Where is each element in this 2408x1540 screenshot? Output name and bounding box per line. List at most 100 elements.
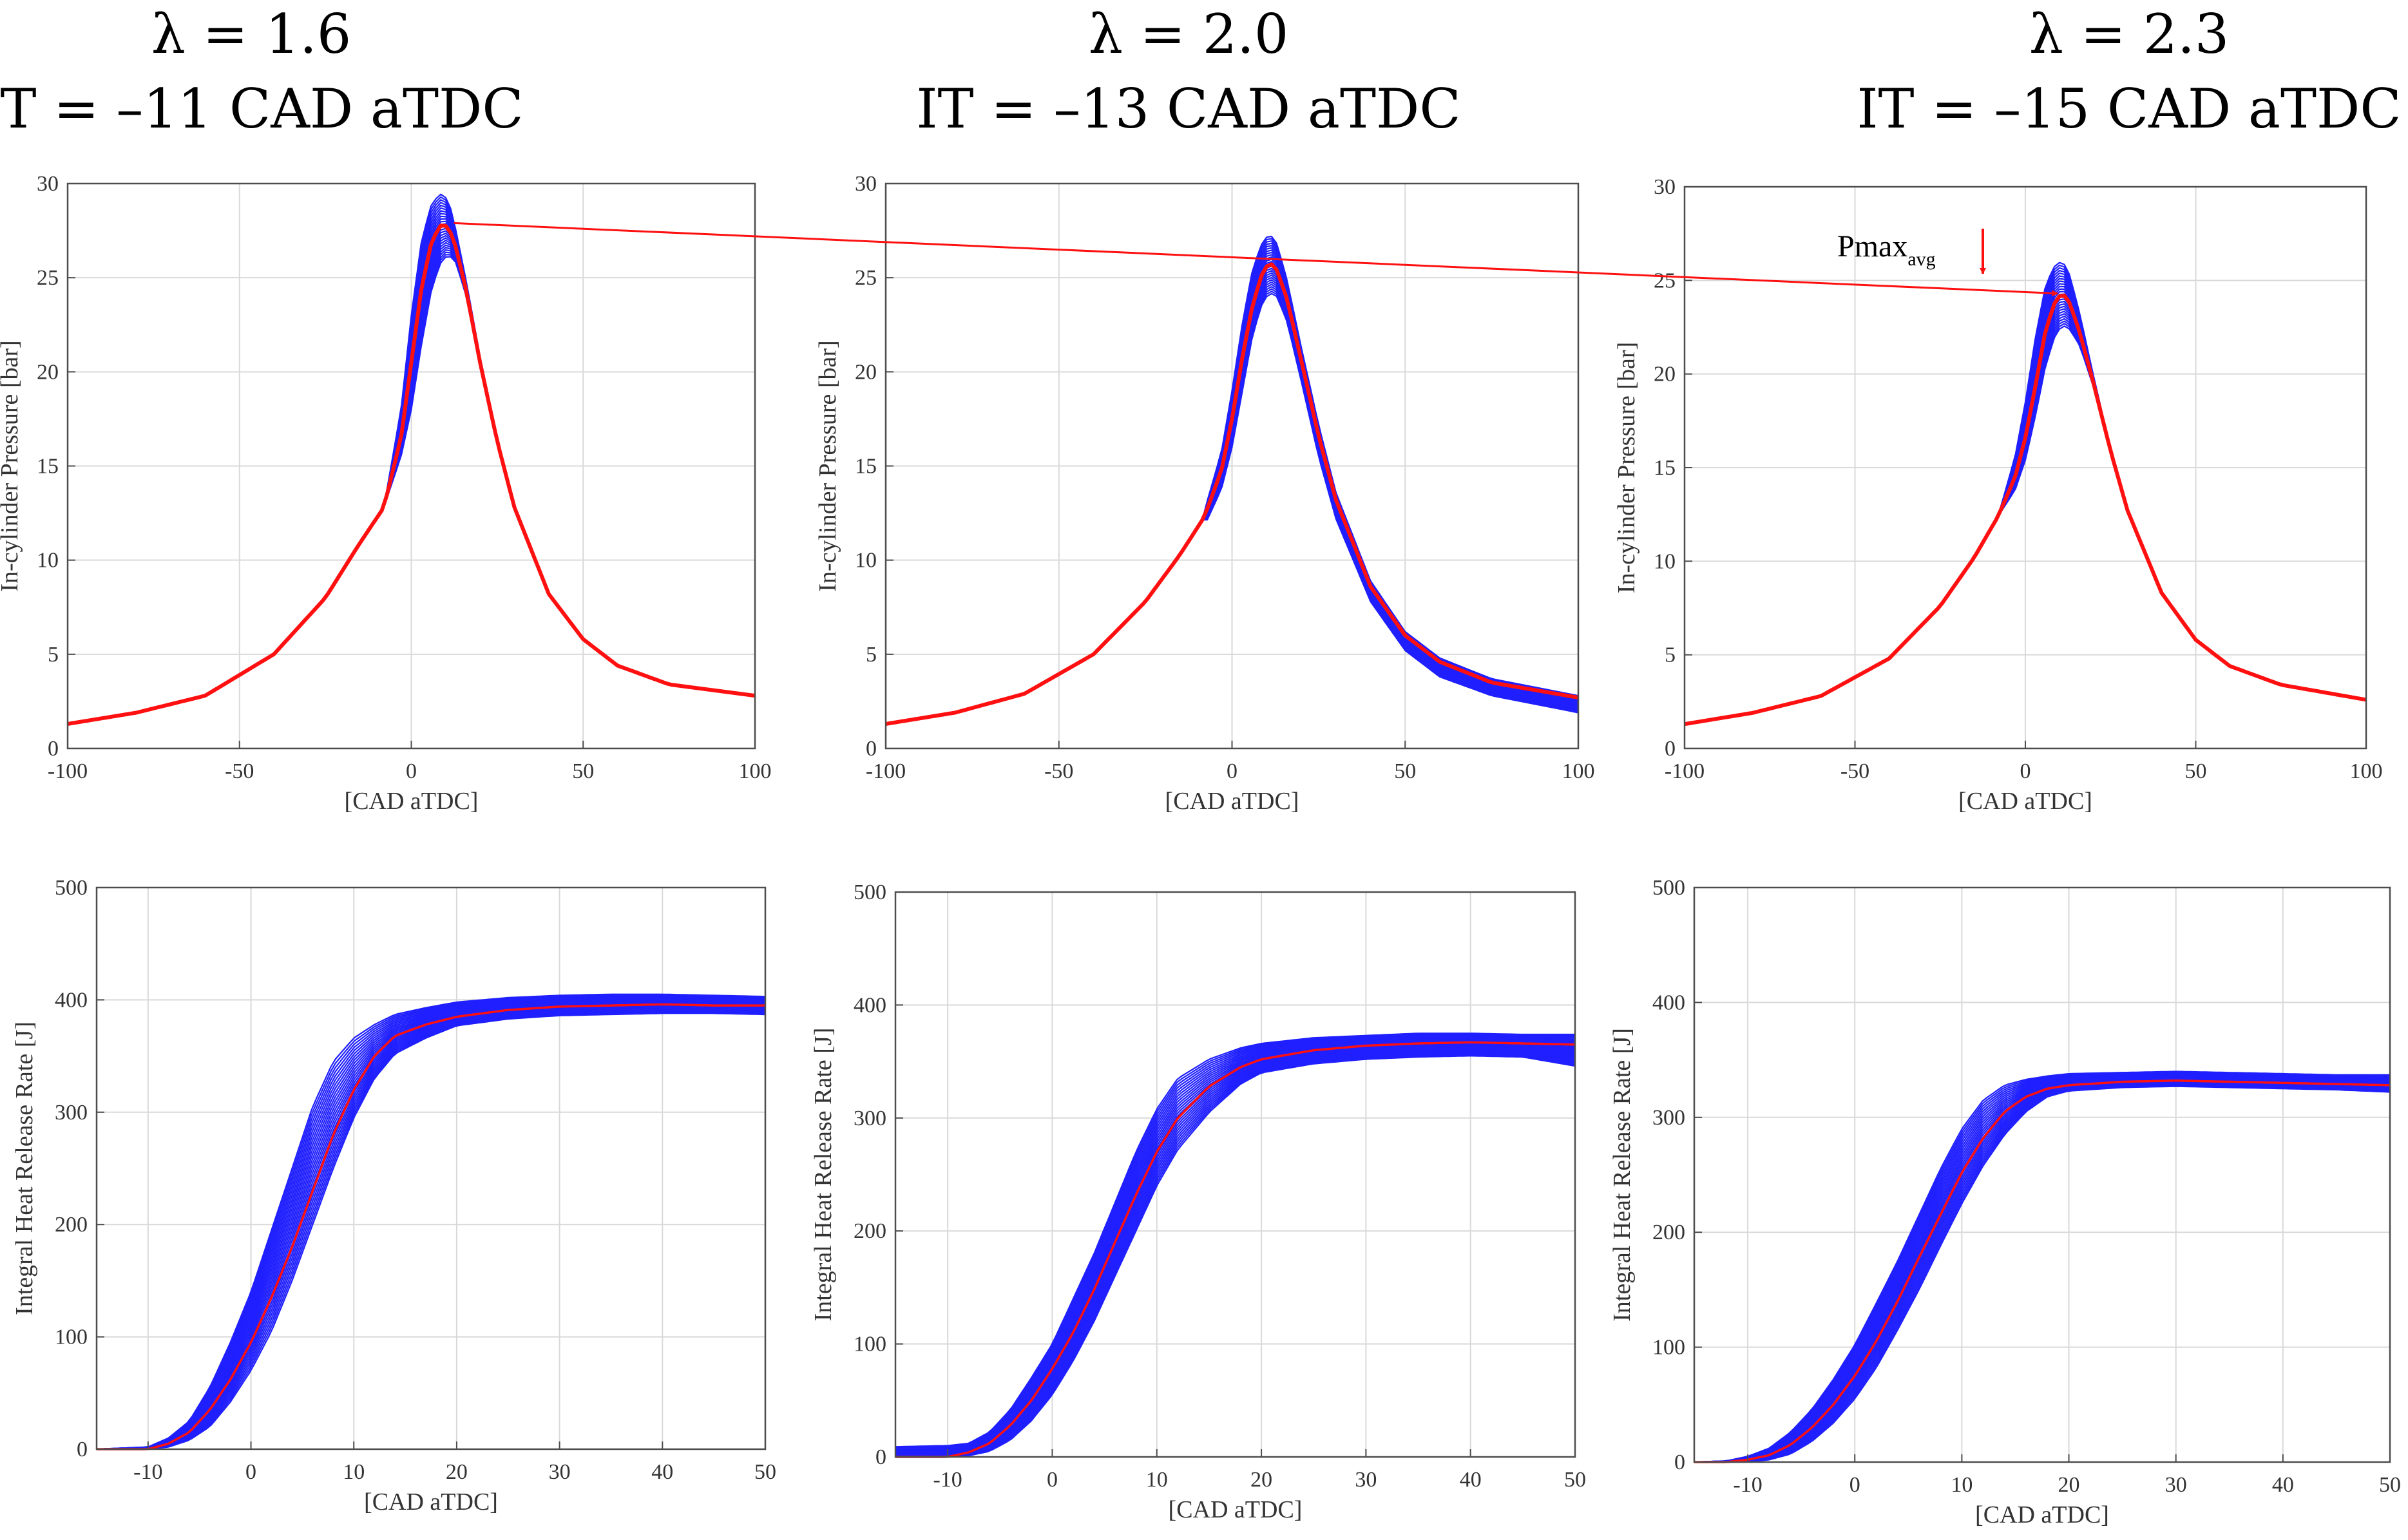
y-tick-label: 0 [1665, 737, 1676, 761]
y-tick-label: 15 [1654, 456, 1676, 480]
x-tick-label: 40 [2272, 1473, 2294, 1497]
pmax-label: Pmaxavg [1837, 229, 1936, 270]
column-heading-1: λ = 1.6 IT = –11 CAD aTDC [0, 3, 524, 140]
x-tick-label: 20 [446, 1460, 468, 1484]
cycle-trace [895, 1051, 1576, 1456]
cycle-trace [895, 1049, 1576, 1455]
cycle-trace [895, 1039, 1576, 1450]
cycle-trace [895, 1032, 1575, 1448]
y-tick-label: 25 [37, 266, 59, 290]
axes-frame [95, 886, 767, 1450]
y-tick-label: 300 [854, 1107, 886, 1130]
y-axis-label: In-cylinder Pressure [bar] [1613, 342, 1640, 593]
plot-area [97, 888, 765, 1449]
x-tick-label: 10 [1146, 1468, 1168, 1492]
x-tick-label: 0 [2020, 759, 2031, 783]
cycle-trace [96, 997, 766, 1450]
y-tick-label: 100 [1652, 1336, 1685, 1360]
x-tick-label: 0 [1849, 1473, 1860, 1497]
cycle-trace [895, 1034, 1576, 1449]
x-tick-label: 100 [739, 759, 772, 783]
x-tick-label: 50 [2379, 1473, 2401, 1497]
cycle-trace [895, 1033, 1576, 1448]
cycle-trace [895, 1040, 1576, 1451]
lambda-label: λ = 1.6 [151, 3, 352, 66]
y-axis-label: Integral Heat Release Rate [J] [11, 1022, 38, 1315]
cycle-trace [96, 998, 766, 1450]
injection-timing-label: IT = –15 CAD aTDC [1857, 77, 2401, 140]
y-tick-label: 100 [55, 1326, 88, 1349]
cycle-trace [96, 1008, 766, 1450]
cycle-trace [96, 993, 766, 1450]
cycle-trace [895, 1038, 1576, 1450]
pmax-trend-arrow [454, 222, 2059, 297]
cycle-trace [895, 1053, 1576, 1457]
y-tick-label: 200 [854, 1219, 886, 1243]
y-tick-label: 0 [77, 1438, 88, 1461]
y-tick-label: 500 [1652, 876, 1685, 900]
x-tick-label: 30 [2165, 1473, 2187, 1497]
x-tick-label: 0 [1227, 759, 1237, 783]
plot-area [1694, 888, 2390, 1462]
cycle-trace [96, 1006, 766, 1450]
cycle-trace [97, 1011, 766, 1450]
lambda-label: λ = 2.0 [1089, 3, 1289, 66]
x-axis-label: [CAD aTDC] [1169, 1496, 1303, 1523]
y-axis-label: Integral Heat Release Rate [J] [810, 1028, 837, 1322]
cycle-trace [96, 996, 766, 1450]
cycle-trace [895, 1052, 1576, 1457]
y-tick-label: 25 [855, 266, 877, 290]
x-tick-label: 100 [1562, 759, 1595, 783]
y-tick-label: 400 [55, 988, 88, 1012]
x-tick-label: 50 [1394, 759, 1416, 783]
pressure-panel-1: -100 -50 0 50 100 0 5 10 15 20 25 30 [CAD aTDC] In-cy… [0, 172, 772, 815]
y-tick-label: 0 [875, 1445, 886, 1469]
y-tick-label: 20 [855, 360, 877, 384]
cycle-trace [895, 1037, 1576, 1450]
x-axis-label: [CAD aTDC] [1165, 788, 1299, 815]
y-tick-label: 0 [48, 737, 59, 761]
x-tick-label: 50 [1564, 1468, 1586, 1492]
mean-curve [895, 1041, 1576, 1458]
y-tick-label: 10 [855, 549, 877, 573]
mean-curve [97, 1003, 765, 1450]
cycle-trace [895, 1048, 1576, 1454]
y-tick-label: 400 [854, 993, 886, 1017]
pressure-panel-3: -100 -50 0 50 100 0 5 10 15 20 25 30 [CAD aTDC] In-cy… [1613, 175, 2383, 815]
x-tick-label: -50 [1840, 759, 1869, 783]
y-tick-label: 0 [1674, 1450, 1685, 1474]
y-tick-label: 10 [1654, 549, 1676, 573]
x-tick-label: 10 [1951, 1473, 1973, 1497]
y-tick-label: 200 [1652, 1221, 1685, 1244]
cycle-trace [895, 1047, 1576, 1454]
x-tick-label: 20 [1250, 1468, 1272, 1492]
y-tick-label: 10 [37, 549, 59, 573]
x-tick-label: -50 [225, 759, 254, 783]
y-tick-label: 500 [854, 880, 886, 904]
pmax-annotation: Pmaxavg [1837, 229, 1986, 274]
x-tick-label: 20 [2058, 1473, 2080, 1497]
x-tick-label: 40 [1460, 1468, 1482, 1492]
x-tick-label: 50 [572, 759, 594, 783]
y-tick-label: 200 [55, 1213, 88, 1237]
x-tick-label: -100 [48, 759, 88, 783]
x-tick-label: 50 [754, 1460, 776, 1484]
x-tick-label: -10 [133, 1460, 162, 1484]
y-tick-label: 30 [855, 172, 877, 196]
x-axis-label: [CAD aTDC] [1975, 1501, 2109, 1528]
mean-curve [67, 223, 756, 726]
x-tick-label: 40 [651, 1460, 673, 1484]
x-axis-label: [CAD aTDC] [1958, 788, 2092, 815]
x-tick-label: 100 [2350, 759, 2383, 783]
x-tick-label: -100 [866, 759, 906, 783]
x-tick-label: -10 [1733, 1473, 1762, 1497]
cycle-trace [96, 1000, 766, 1450]
x-tick-label: 30 [1355, 1468, 1377, 1492]
y-tick-label: 20 [1654, 363, 1676, 386]
x-axis-label: [CAD aTDC] [345, 788, 479, 815]
x-tick-label: 50 [2185, 759, 2207, 783]
cycle-trace [96, 994, 766, 1450]
cycle-trace [97, 1010, 766, 1450]
